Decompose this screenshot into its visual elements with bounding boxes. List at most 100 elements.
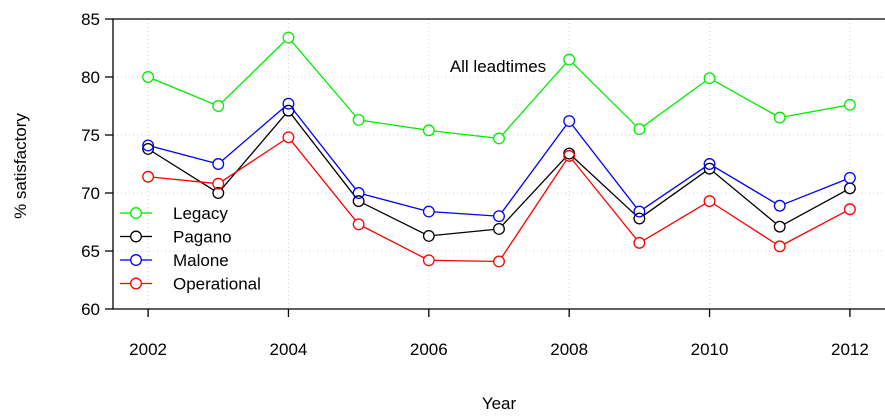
series-line-segment [713, 80, 776, 116]
series-malone [142, 97, 856, 223]
data-point [773, 220, 786, 233]
data-point [142, 142, 155, 155]
data-point [352, 218, 365, 231]
series-operational [142, 131, 856, 268]
data-point [282, 97, 295, 110]
series-line-segment [152, 78, 214, 105]
series-line-segment [291, 107, 356, 190]
data-point [212, 177, 225, 190]
data-point [703, 195, 716, 208]
data-point [352, 113, 365, 126]
legend-marker [130, 254, 142, 266]
data-point [633, 205, 646, 218]
legend-marker [130, 230, 142, 243]
series-line-segment [501, 159, 567, 258]
x-tick-label: 2012 [831, 340, 869, 359]
data-point [493, 132, 505, 145]
data-point [633, 212, 646, 225]
data-point [352, 195, 365, 208]
series-line-segment [784, 211, 846, 245]
data-point [773, 199, 786, 212]
plot-frame [112, 18, 885, 310]
series-line-segment [291, 41, 356, 117]
series-line-segment [713, 166, 776, 204]
data-point [703, 72, 716, 85]
y-tick-label: 60 [81, 300, 100, 319]
data-point [633, 123, 646, 136]
data-point [633, 236, 646, 249]
data-point [493, 210, 505, 223]
y-tick-label: 85 [81, 10, 100, 29]
data-point [422, 229, 435, 242]
legend-marker [130, 207, 142, 219]
data-point [142, 170, 155, 183]
legend-marker [130, 277, 142, 290]
axes: 60 65 70 75 80 85 2002 2004 2006 2008 2010 2012 [81, 10, 885, 359]
series-pagano [142, 104, 856, 242]
data-point [212, 100, 225, 112]
series-line-segment [363, 202, 425, 235]
legend: Legacy Pagano Malone Operational [120, 204, 261, 294]
data-point [142, 139, 155, 152]
data-point [563, 53, 576, 66]
legend-label: Legacy [173, 204, 228, 223]
legend-item: Pagano [120, 228, 232, 247]
data-point [493, 255, 505, 268]
series-line-segment [643, 166, 706, 210]
series-line-segment [572, 62, 637, 126]
series-line-segment [152, 151, 215, 191]
series-line-segment [643, 80, 706, 127]
y-tick-label: 75 [81, 126, 100, 145]
series-line-segment [434, 259, 494, 263]
y-tick-label: 70 [81, 184, 100, 203]
data-point [563, 147, 576, 160]
data-point [843, 203, 856, 216]
data-point [282, 131, 295, 144]
series-line-segment [363, 226, 425, 259]
series-line-segment [434, 130, 494, 139]
data-point [493, 223, 505, 235]
series-line-segment [363, 193, 424, 211]
data-point [352, 187, 365, 199]
data-point [563, 115, 576, 128]
series-line-segment [434, 211, 494, 217]
data-point [843, 171, 856, 184]
series-line-segment [221, 106, 285, 162]
series-legacy [142, 31, 856, 145]
y-tick-label: 80 [81, 68, 100, 87]
series-line-segment [643, 171, 706, 216]
series-line-segment [291, 114, 356, 198]
legend-item: Legacy [120, 204, 228, 223]
series-line-segment [784, 179, 846, 205]
series-line-segment [291, 141, 356, 221]
series-line-segment [571, 124, 637, 208]
data-point [773, 240, 786, 253]
series-line-segment [572, 156, 636, 216]
series-line-segment [713, 203, 776, 245]
series-line-segment [221, 114, 286, 190]
series-layer [142, 31, 856, 268]
data-point [843, 182, 856, 195]
data-point [843, 98, 856, 111]
legend-label: Pagano [173, 228, 232, 247]
y-axis-label: % satisfactory [11, 113, 30, 219]
legend-item: Operational [120, 275, 261, 294]
series-line-segment [434, 228, 494, 237]
legend-label: Malone [173, 251, 229, 270]
data-point [212, 187, 225, 199]
x-tick-label: 2010 [691, 340, 729, 359]
data-point [773, 111, 786, 124]
legend-label: Operational [173, 275, 261, 294]
x-tick-label: 2006 [410, 340, 448, 359]
data-point [422, 205, 435, 218]
x-tick-label: 2002 [129, 340, 167, 359]
series-line-segment [643, 203, 706, 241]
series-line-segment [502, 63, 567, 135]
series-line-segment [222, 139, 285, 182]
data-point [282, 31, 295, 44]
x-axis-label: Year [482, 394, 517, 413]
legend-item: Malone [120, 251, 229, 270]
data-point [422, 124, 435, 137]
series-line-segment [713, 171, 777, 224]
